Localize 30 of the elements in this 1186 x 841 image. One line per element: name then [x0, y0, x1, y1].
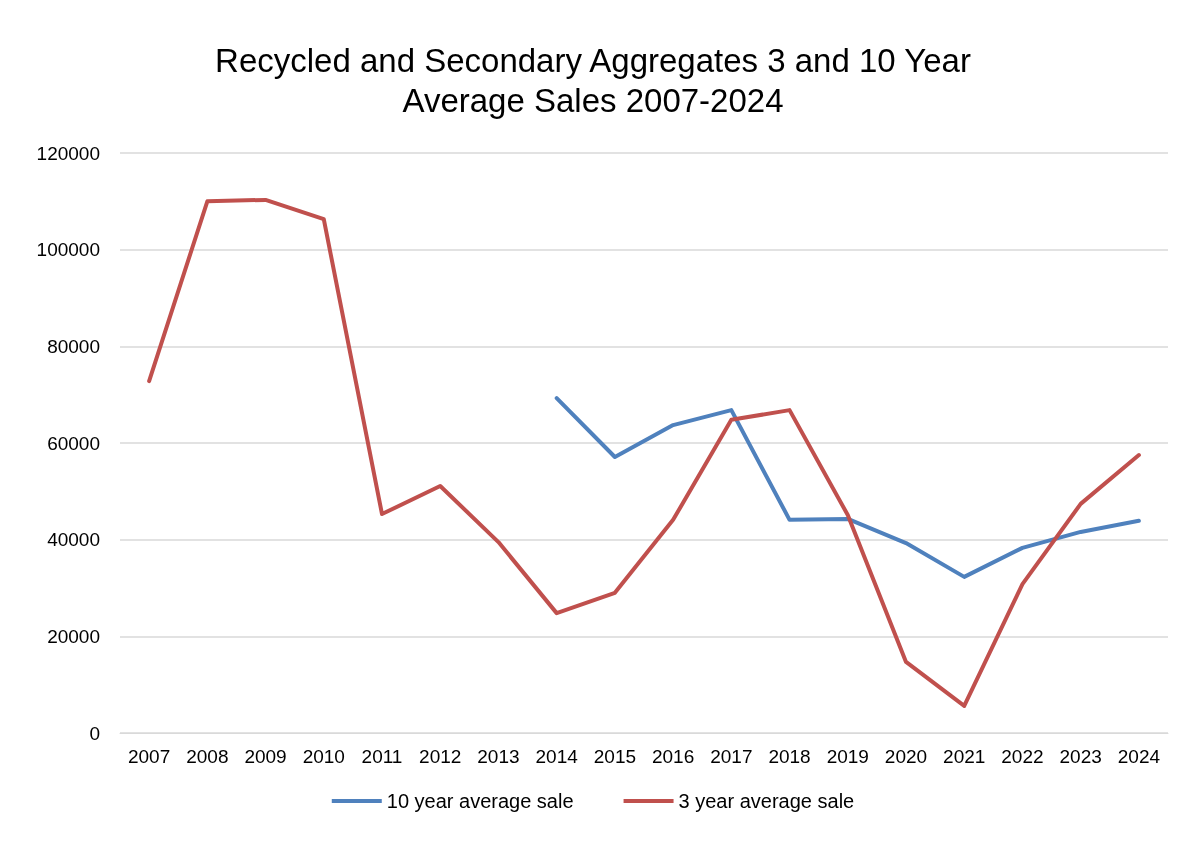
- y-tick-label: 0: [89, 722, 100, 744]
- legend-label: 10 year average sale: [386, 790, 574, 812]
- x-tick-label: 2015: [593, 746, 637, 767]
- x-tick-label: 2016: [651, 746, 695, 767]
- x-tick-label: 2010: [302, 746, 345, 767]
- x-tick-label: 2023: [1059, 746, 1102, 767]
- x-tick-label: 2019: [826, 746, 869, 767]
- chart-title: Recycled and Secondary Aggregates 3 and 10 Year Average Sales 2007-2024: [215, 41, 971, 119]
- y-tick-label: 40000: [47, 529, 100, 551]
- legend-label: 3 year average sale: [678, 790, 855, 812]
- x-tick-label: 2013: [477, 746, 520, 767]
- x-tick-label: 2024: [1117, 746, 1161, 767]
- x-tick-label: 2018: [768, 746, 811, 767]
- y-tick-label: 60000: [47, 432, 100, 454]
- y-tick-label: 100000: [36, 239, 100, 261]
- x-tick-label: 2008: [186, 746, 229, 767]
- x-tick-label: 2014: [535, 746, 579, 767]
- y-tick-label: 80000: [47, 335, 100, 357]
- line-series: [147, 197, 1141, 708]
- x-tick-label: 2017: [710, 746, 753, 767]
- x-tick-label: 2009: [244, 746, 287, 767]
- x-tick-label: 2022: [1001, 746, 1044, 767]
- line-series: [554, 396, 1141, 579]
- x-tick-label: 2012: [419, 746, 462, 767]
- x-tick-label: 2011: [361, 746, 403, 767]
- y-tick-label: 20000: [47, 625, 100, 647]
- y-tick-label: 120000: [36, 142, 100, 164]
- x-tick-label: 2021: [943, 746, 986, 767]
- x-tick-label: 2020: [884, 746, 928, 767]
- x-tick-label: 2007: [127, 746, 171, 767]
